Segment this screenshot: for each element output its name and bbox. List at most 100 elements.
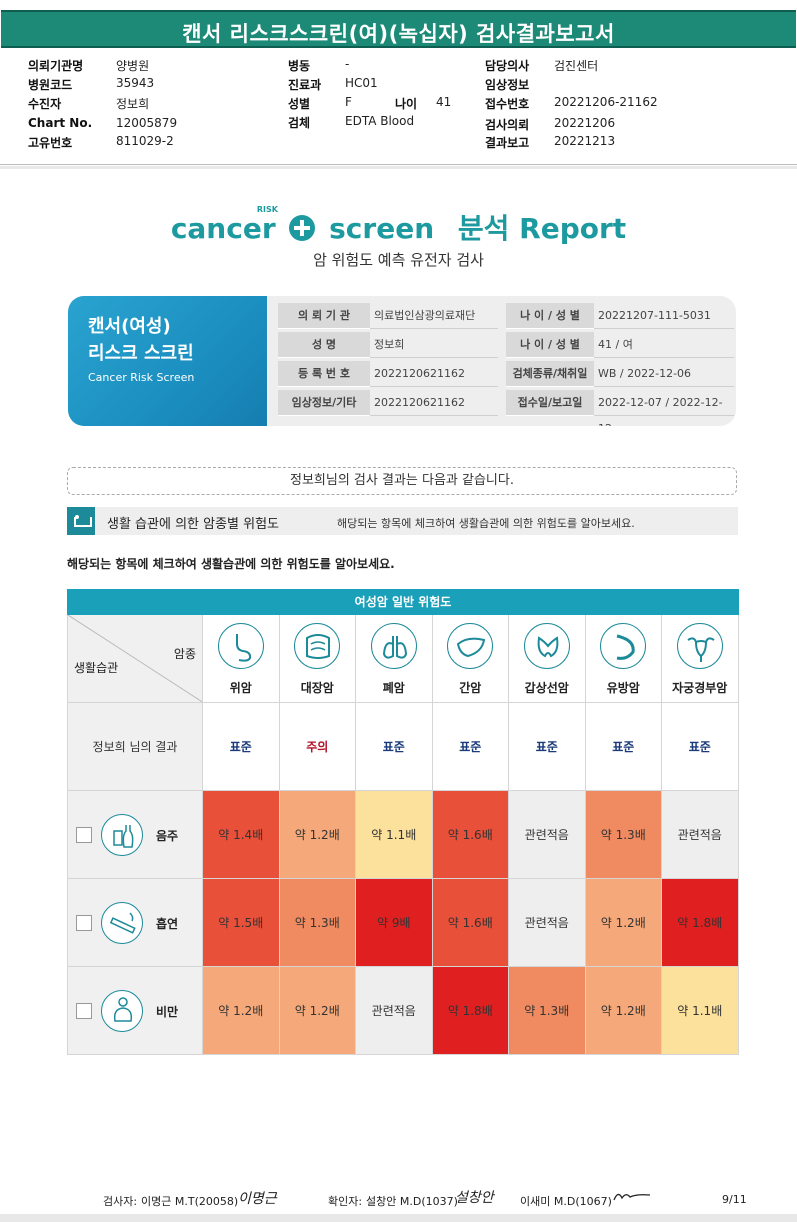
header-value: 811029-2 [116,134,174,148]
report-subtitle: 암 위험도 예측 유전자 검사 [313,251,484,269]
confirm-name-1: 설창안 M.D(1037) [366,1195,458,1208]
result-value: 표준 [509,703,586,791]
heatmap-cell: 약 9배 [356,879,433,967]
confirm-label: 확인자: [328,1195,363,1208]
header-value: F [345,95,352,109]
card-value: 2022120621162 [370,390,498,416]
header-value: EDTA Blood [345,114,415,128]
colon-icon [294,623,341,669]
breast-icon [600,623,647,669]
habit-checkbox[interactable] [76,827,92,843]
cancer-header-cell: 폐암 [356,615,433,703]
thyroid-icon [523,623,570,669]
heatmap-cell: 약 1.2배 [585,879,662,967]
result-value: 표준 [662,703,739,791]
section-title: 생활 습관에 의한 암종별 위험도 [107,517,280,532]
cancer-name: 자궁경부암 [672,681,728,695]
header-divider-shadow [0,166,797,169]
result-value: 표준 [585,703,662,791]
obesity-icon [101,990,143,1032]
card-label: 등 록 번 호 [278,361,370,387]
header-label: Chart No. [28,116,93,130]
cancer-name: 갑상선암 [524,681,569,695]
confirm-signature-2 [613,1193,651,1201]
logo-word-cancer: cancer [170,212,276,245]
card-label: 성 명 [278,332,370,358]
card-value: 2022120621162 [370,361,498,387]
header-value: 양병원 [116,59,150,73]
heatmap-cell: 약 1.8배 [662,879,739,967]
cancer-header-cell: 유방암 [585,615,662,703]
section-note: 해당되는 항목에 체크하여 생활습관에 의한 위험도를 알아보세요. [337,517,635,530]
header-label: 의뢰기관명 [28,59,84,73]
header-value: 정보희 [116,97,150,111]
table-title: 여성암 일반 위험도 [67,589,739,615]
result-value: 표준 [203,703,280,791]
result-row-label: 정보희 님의 결과 [67,703,203,791]
heatmap-cell: 약 1.1배 [356,791,433,879]
header-label: 진료과 [288,78,322,92]
age-value: 41 [436,95,452,109]
banner-subtitle: Cancer Risk Screen [88,371,195,384]
heatmap-cell: 약 1.8배 [432,967,509,1055]
header-value: 20221213 [554,134,616,148]
result-value: 표준 [432,703,509,791]
header-value: 12005879 [116,116,178,130]
heatmap-cell: 약 1.6배 [432,879,509,967]
logo-plus-icon [289,215,316,241]
habit-name: 음주 [156,829,179,843]
tester-signature: 이명근 [238,1191,277,1207]
corner-label-habit: 생활습관 [74,661,119,675]
habit-checkbox[interactable] [76,1003,92,1019]
header-label: 고유번호 [28,136,73,150]
bed-icon [67,507,95,535]
habit-name: 비만 [156,1005,179,1019]
card-label: 검체종류/채취일 [506,361,594,387]
header-label: 성별 [288,97,311,111]
card-value: 정보희 [370,332,498,358]
info-card-banner: 캔서(여성) 리스크 스크린 Cancer Risk Screen [68,296,267,426]
stomach-icon [217,623,264,669]
tester-name: 이명근 M.T(20058) [141,1195,239,1208]
header-value: HC01 [345,76,378,90]
heatmap-cell: 약 1.2배 [585,967,662,1055]
instruction-note: 해당되는 항목에 체크하여 생활습관에 의한 위험도를 알아보세요. [67,557,395,571]
heatmap-cell: 약 1.3배 [509,967,586,1055]
report-title: 캔서 리스크스크린(여)(녹십자) 검사결과보고서 [182,22,615,46]
info-card: 캔서(여성) 리스크 스크린 Cancer Risk Screen 의 뢰 기 … [68,296,736,426]
heatmap-cell: 약 1.4배 [203,791,280,879]
habit-name: 흡연 [156,917,179,931]
header-label: 검사의뢰 [485,118,530,132]
result-value: 표준 [356,703,433,791]
heatmap-cell: 약 1.1배 [662,967,739,1055]
habit-checkbox[interactable] [76,915,92,931]
page-number: 9/11 [722,1193,747,1206]
section-header: 생활 습관에 의한 암종별 위험도 해당되는 항목에 체크하여 생활습관에 의한… [67,507,738,535]
card-label: 의 뢰 기 관 [278,303,370,329]
heatmap-cell: 약 1.5배 [203,879,280,967]
confirm-signature-1: 설창안 [455,1190,494,1206]
result-intro: 정보희님의 검사 결과는 다음과 같습니다. [67,467,737,495]
card-value: 20221207-111-5031 [594,303,734,329]
header-label: 검체 [288,116,311,130]
card-value: WB / 2022-12-06 [594,361,734,387]
logo-risk-label: RISK [256,205,278,214]
card-label: 접수일/보고일 [506,390,594,416]
signature-footer: 검사자: 이명근 M.T(20058) 이명근 확인자: 설창안 M.D(103… [0,1185,797,1215]
card-value: 2022-12-07 / 2022-12-12 [594,390,734,426]
header-value: 20221206 [554,116,616,130]
header-label: 수진자 [28,97,62,111]
age-label: 나이 [395,97,418,111]
cancer-name: 간암 [459,681,482,695]
header-label: 임상정보 [485,78,530,92]
page-bottom-bar [0,1214,797,1222]
card-value: 의료법인삼광의료재단 [370,303,498,329]
tester-label: 검사자: [103,1195,138,1208]
logo-report-title: 분석 Report [457,212,627,245]
cancer-header-cell: 자궁경부암 [662,615,739,703]
heatmap-cell: 약 1.6배 [432,791,509,879]
uterus-icon [676,623,723,669]
corner-label-cancer: 암종 [173,647,196,661]
logo-word-screen: screen [329,212,435,245]
patient-header: 의뢰기관명 양병원 병원코드 35943 수진자 정보희 Chart No. 1… [0,52,797,164]
